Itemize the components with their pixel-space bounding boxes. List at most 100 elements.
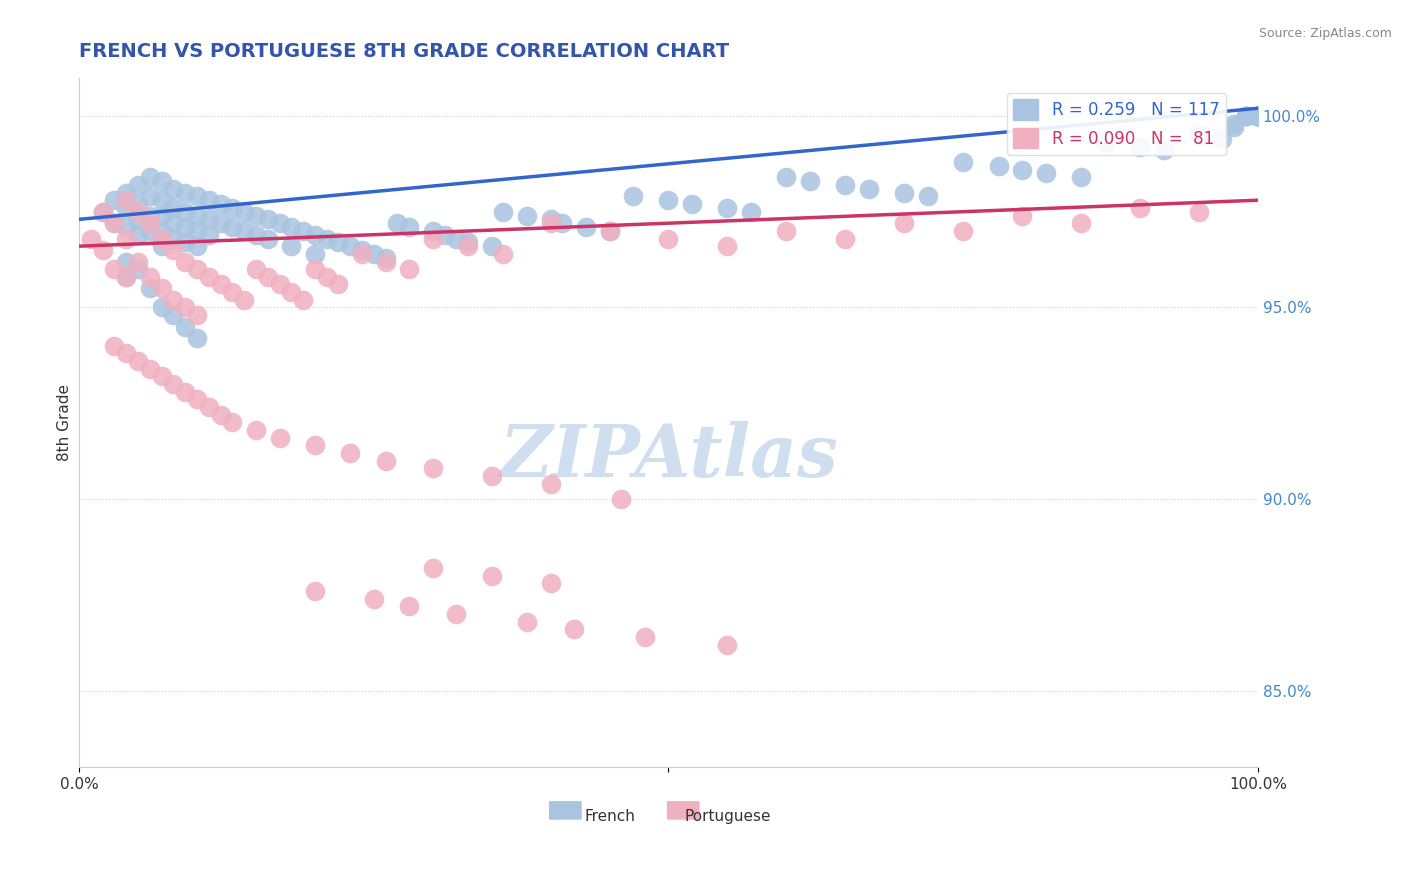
Point bbox=[174, 254, 197, 268]
Point bbox=[127, 212, 149, 227]
Point bbox=[1247, 109, 1270, 123]
Point bbox=[103, 216, 125, 230]
Point bbox=[315, 269, 337, 284]
Point bbox=[174, 220, 197, 235]
Text: FRENCH VS PORTUGUESE 8TH GRADE CORRELATION CHART: FRENCH VS PORTUGUESE 8TH GRADE CORRELATI… bbox=[79, 42, 730, 61]
Point bbox=[197, 400, 219, 414]
Point bbox=[1247, 109, 1270, 123]
Point bbox=[398, 599, 420, 614]
Point bbox=[269, 216, 291, 230]
Point bbox=[209, 277, 232, 292]
Point bbox=[233, 293, 256, 307]
Point bbox=[610, 491, 633, 506]
Point bbox=[987, 159, 1010, 173]
Point bbox=[139, 189, 162, 203]
Point bbox=[139, 216, 162, 230]
Point bbox=[599, 224, 621, 238]
Point bbox=[127, 197, 149, 211]
Point bbox=[221, 220, 243, 235]
Point bbox=[304, 227, 326, 242]
Point bbox=[245, 262, 267, 277]
Point bbox=[150, 369, 173, 384]
Point bbox=[127, 262, 149, 277]
Point bbox=[1247, 109, 1270, 123]
Point bbox=[186, 189, 208, 203]
Point bbox=[127, 227, 149, 242]
Point bbox=[1247, 109, 1270, 123]
Point bbox=[1011, 209, 1033, 223]
Point bbox=[174, 384, 197, 399]
Point bbox=[139, 269, 162, 284]
Point bbox=[139, 170, 162, 185]
Point bbox=[481, 239, 503, 253]
Point bbox=[339, 446, 361, 460]
Point bbox=[540, 216, 562, 230]
Point bbox=[150, 174, 173, 188]
Point bbox=[186, 209, 208, 223]
Point bbox=[562, 623, 585, 637]
Point bbox=[1070, 170, 1092, 185]
Point bbox=[186, 392, 208, 407]
Point bbox=[174, 235, 197, 250]
Text: French: French bbox=[583, 809, 636, 823]
Point bbox=[115, 254, 138, 268]
Point bbox=[245, 423, 267, 437]
Point bbox=[1247, 109, 1270, 123]
Y-axis label: 8th Grade: 8th Grade bbox=[58, 384, 72, 461]
Point bbox=[952, 224, 974, 238]
FancyBboxPatch shape bbox=[548, 800, 582, 821]
Point bbox=[127, 354, 149, 368]
Point bbox=[115, 220, 138, 235]
Point bbox=[893, 186, 915, 200]
Point bbox=[775, 170, 797, 185]
Point bbox=[150, 239, 173, 253]
Point bbox=[457, 235, 479, 250]
Point bbox=[374, 251, 396, 265]
Point bbox=[115, 231, 138, 245]
Point bbox=[681, 197, 703, 211]
Point bbox=[1211, 132, 1233, 146]
Point bbox=[174, 204, 197, 219]
Point bbox=[186, 239, 208, 253]
Text: ZIPAtlas: ZIPAtlas bbox=[499, 421, 838, 492]
Point bbox=[115, 186, 138, 200]
Point bbox=[716, 638, 738, 652]
Point bbox=[186, 308, 208, 322]
Point bbox=[422, 561, 444, 575]
Point bbox=[186, 262, 208, 277]
Point bbox=[363, 247, 385, 261]
Point bbox=[516, 615, 538, 629]
Point bbox=[1188, 128, 1211, 142]
Point bbox=[115, 269, 138, 284]
Point bbox=[269, 431, 291, 445]
Text: Portuguese: Portuguese bbox=[685, 809, 770, 823]
Point bbox=[834, 231, 856, 245]
Point bbox=[115, 269, 138, 284]
Point bbox=[162, 231, 184, 245]
Point bbox=[304, 584, 326, 599]
Point bbox=[775, 224, 797, 238]
Point bbox=[917, 189, 939, 203]
Point bbox=[834, 178, 856, 192]
Point bbox=[516, 209, 538, 223]
Point bbox=[387, 216, 409, 230]
Point bbox=[150, 193, 173, 207]
Point bbox=[1070, 216, 1092, 230]
Point bbox=[740, 204, 762, 219]
Point bbox=[481, 469, 503, 483]
Point bbox=[339, 239, 361, 253]
Point bbox=[304, 438, 326, 452]
Point bbox=[457, 239, 479, 253]
Point bbox=[162, 293, 184, 307]
Legend: R = 0.259   N = 117, R = 0.090   N =  81: R = 0.259 N = 117, R = 0.090 N = 81 bbox=[1007, 93, 1226, 155]
Point bbox=[422, 231, 444, 245]
Point bbox=[799, 174, 821, 188]
Point bbox=[292, 224, 315, 238]
Point bbox=[256, 269, 278, 284]
Point bbox=[280, 220, 302, 235]
Point bbox=[350, 247, 373, 261]
Point bbox=[245, 209, 267, 223]
Point bbox=[103, 262, 125, 277]
Point bbox=[433, 227, 456, 242]
Point bbox=[398, 220, 420, 235]
